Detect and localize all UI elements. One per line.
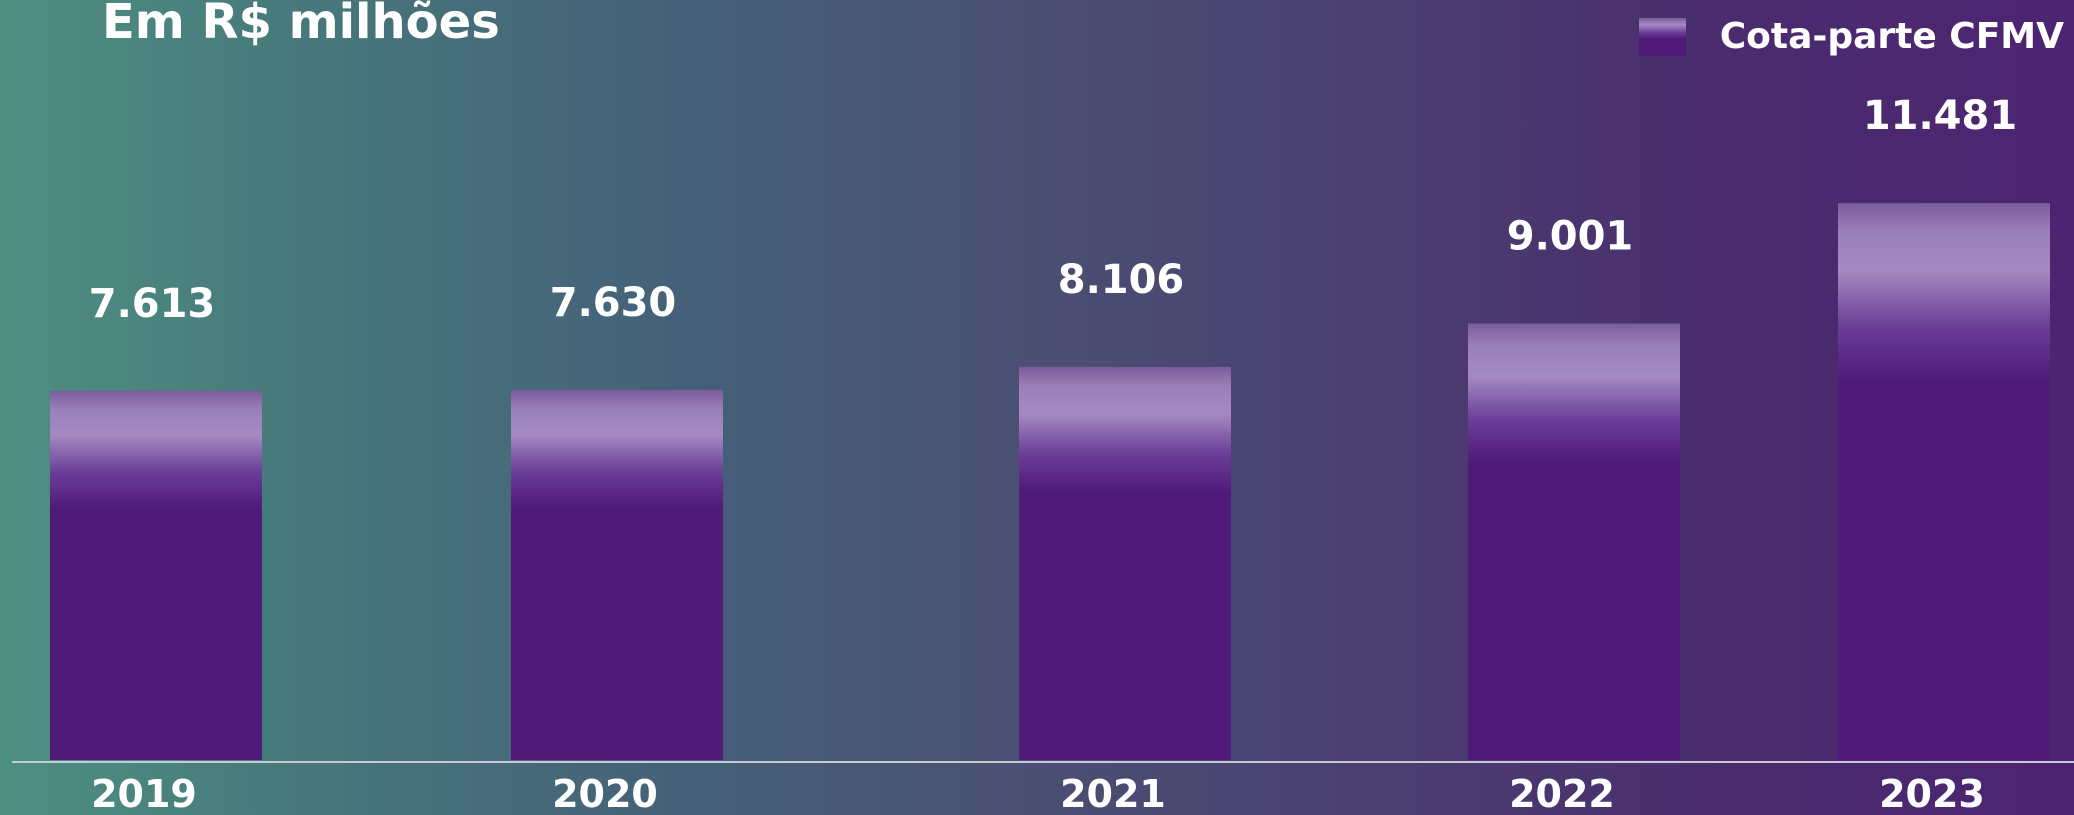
x-tick-label-2020: 2020	[552, 772, 658, 815]
value-label-2023: 11.481	[1863, 93, 2017, 139]
value-label-2019: 7.613	[89, 281, 216, 327]
bar-2019	[50, 390, 262, 760]
legend: Cota-parte CFMV	[1638, 16, 2064, 57]
legend-swatch	[1638, 17, 1686, 56]
x-tick-label-2021: 2021	[1060, 772, 1166, 815]
labels-layer: 7.613 2019 7.630 2020 8.106 2021 9.001 2022 11.4…	[89, 93, 2017, 815]
value-label-2021: 8.106	[1058, 257, 1185, 303]
chart-title: Em R$ milhões	[102, 0, 500, 50]
bars-layer	[50, 203, 2050, 760]
bar-2022	[1468, 323, 1680, 760]
x-tick-label-2019: 2019	[91, 772, 197, 815]
bar-2020	[511, 389, 723, 760]
value-label-2022: 9.001	[1507, 213, 1634, 259]
bar-2023	[1838, 203, 2050, 760]
x-tick-label-2022: 2022	[1509, 772, 1615, 815]
value-label-2020: 7.630	[550, 280, 677, 326]
x-tick-label-2023: 2023	[1879, 772, 1985, 815]
legend-label: Cota-parte CFMV	[1719, 16, 2064, 57]
bar-2021	[1019, 366, 1231, 760]
